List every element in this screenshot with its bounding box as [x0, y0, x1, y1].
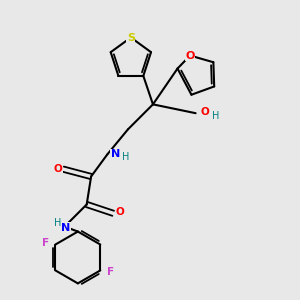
Text: S: S	[127, 32, 135, 43]
Text: H: H	[122, 152, 129, 162]
Text: N: N	[61, 223, 71, 233]
Text: H: H	[212, 110, 219, 121]
Text: F: F	[107, 267, 114, 277]
Text: O: O	[115, 207, 124, 217]
Text: H: H	[54, 218, 61, 228]
Text: F: F	[42, 238, 49, 248]
Text: N: N	[111, 149, 120, 159]
Text: O: O	[185, 50, 195, 61]
Text: O: O	[53, 164, 62, 173]
Text: O: O	[201, 107, 210, 117]
